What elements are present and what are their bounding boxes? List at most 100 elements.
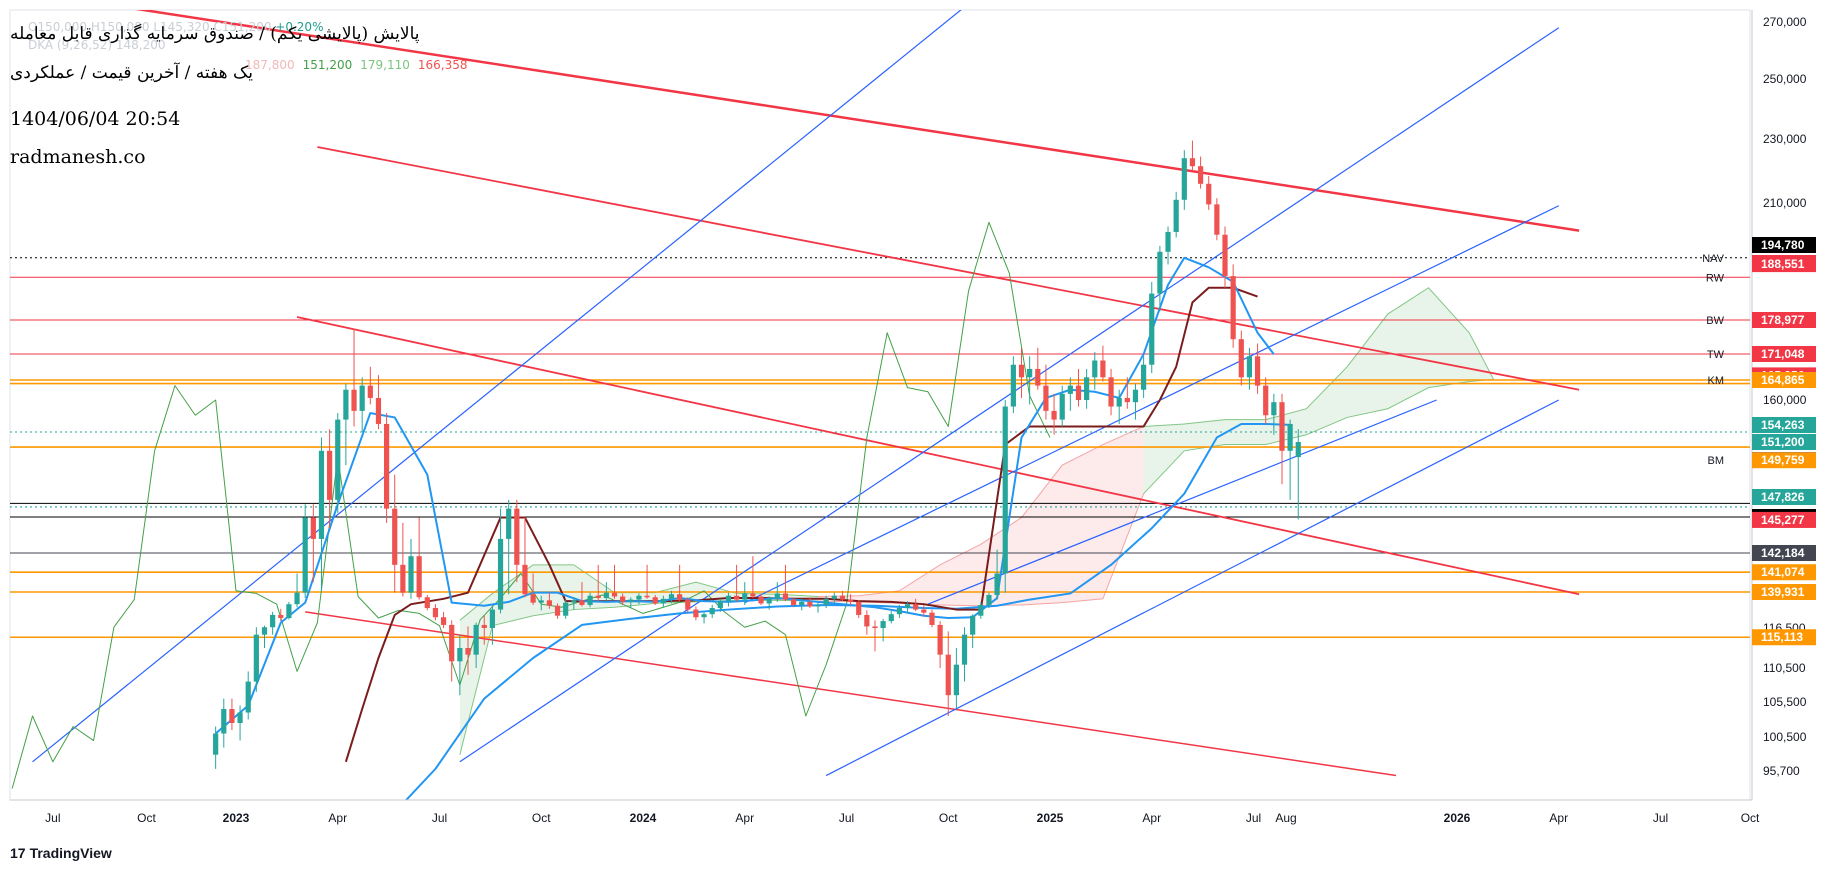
candle-body-94 — [970, 615, 976, 635]
candle-body-60 — [693, 609, 699, 618]
candle-body-78 — [839, 595, 846, 600]
candle-body-109 — [1092, 360, 1098, 378]
candle-body-91 — [945, 654, 951, 696]
x-tick-label-2: Oct — [137, 811, 156, 825]
cloud-1 — [459, 564, 819, 755]
candle-body-10 — [286, 604, 292, 619]
price-tag-label-18: 115,113 — [1761, 630, 1803, 644]
y-tick-label-4: 210,000 — [1763, 196, 1807, 210]
x-tick-label-7: 2024 — [630, 811, 657, 825]
candle-body-70 — [774, 593, 780, 599]
candle-body-84 — [888, 614, 894, 622]
candle-body-7 — [261, 627, 268, 635]
candle-body-19 — [359, 385, 365, 411]
level-label-bw: BW — [1706, 315, 1724, 327]
candle-body-118 — [1165, 231, 1171, 252]
x-tick-label-5: Jul — [432, 811, 447, 825]
candle-body-15 — [327, 450, 333, 500]
candle-body-61 — [701, 614, 707, 618]
candle-body-34 — [481, 624, 487, 628]
candle-body-4 — [237, 712, 243, 723]
cloud-2 — [818, 426, 1144, 606]
candle-body-75 — [815, 604, 821, 607]
indicator-legend: DKA (9,26,52) 148,200 — [28, 38, 166, 52]
price-tag-label-9: 151,200 — [1761, 435, 1805, 449]
trendline-red-1 — [135, 10, 1580, 232]
candle-body-124 — [1214, 204, 1220, 235]
candle-body-44 — [563, 602, 569, 616]
candle-body-107 — [1075, 385, 1082, 400]
candle-body-38 — [514, 508, 520, 565]
candle-body-114 — [1132, 389, 1139, 403]
tradingview-logo-text: TradingView — [29, 845, 112, 861]
price-tag-label-14: 145,277 — [1761, 513, 1805, 527]
trendline-blue-5 — [32, 10, 962, 763]
indicator-value-2: 151,200 — [302, 58, 353, 72]
candle-body-92 — [953, 664, 959, 696]
price-tag-4 — [1752, 312, 1816, 328]
ohlc-values: O150,000 H150,080 L145,320 C151,200 — [28, 20, 272, 34]
candle-body-13 — [310, 517, 316, 539]
price-tag-label-8: 154,263 — [1761, 418, 1805, 432]
candle-body-77 — [831, 595, 837, 599]
candle-body-17 — [343, 389, 349, 420]
x-tick-label-3: 2023 — [223, 811, 250, 825]
candle-body-59 — [685, 599, 691, 610]
candle-body-97 — [994, 573, 1000, 595]
price-tag-label-4: 178,977 — [1761, 313, 1805, 327]
candle-body-5 — [245, 681, 251, 713]
candle-body-69 — [766, 598, 772, 604]
candle-body-21 — [375, 397, 382, 424]
tradingview-logo[interactable]: 17 TradingView — [10, 845, 112, 861]
candle-body-105 — [1059, 393, 1065, 420]
candle-body-52 — [628, 599, 634, 602]
candle-body-88 — [921, 609, 927, 613]
candle-body-85 — [896, 608, 903, 615]
indicator-values: 187,800 151,200 179,110 166,358 — [245, 58, 476, 72]
candle-body-87 — [913, 604, 919, 610]
candle-body-120 — [1181, 158, 1187, 200]
candle-body-63 — [717, 601, 723, 609]
candle-body-12 — [302, 517, 308, 593]
candle-body-115 — [1141, 364, 1147, 390]
trendline-blue-8 — [927, 399, 1437, 605]
candle-body-125 — [1222, 234, 1228, 277]
level-label-bm: BM — [1708, 455, 1725, 467]
price-tag-17 — [1752, 584, 1816, 600]
candle-body-22 — [383, 423, 390, 509]
x-tick-label-10: Oct — [939, 811, 958, 825]
price-tag-9 — [1752, 434, 1816, 450]
candle-body-51 — [620, 596, 626, 602]
candle-body-67 — [750, 593, 756, 597]
chart-subtitle: یک هفته / آخرین قیمت / عملکردی — [10, 63, 253, 83]
candle-body-48 — [595, 595, 601, 599]
candle-body-11 — [294, 592, 300, 605]
candle-body-80 — [856, 601, 862, 615]
cloud-span-a-2 — [818, 426, 1144, 598]
candle-body-18 — [351, 389, 357, 411]
candle-body-76 — [823, 598, 829, 605]
candle-body-28 — [432, 608, 439, 618]
level-label-rw: RW — [1706, 272, 1725, 284]
candle-body-33 — [473, 624, 479, 655]
y-tick-label-7: 110,500 — [1763, 661, 1806, 675]
price-tag-3 — [1752, 256, 1816, 273]
candle-body-106 — [1067, 385, 1073, 394]
trendline-blue-6 — [459, 27, 1560, 763]
indicator-value-4: 166,358 — [417, 58, 468, 72]
level-label-nav: NAV — [1702, 253, 1724, 265]
candle-body-126 — [1230, 276, 1236, 340]
trendline-red-4 — [305, 611, 1397, 777]
price-tag-label-7: 164,865 — [1761, 373, 1805, 387]
y-tick-label-5: 160,000 — [1763, 393, 1807, 407]
price-tag-5 — [1752, 346, 1816, 362]
candle-body-82 — [872, 626, 878, 628]
x-tick-label-11: 2025 — [1037, 811, 1064, 825]
candle-body-68 — [758, 596, 764, 604]
candle-body-110 — [1100, 360, 1106, 378]
candle-body-93 — [961, 634, 968, 665]
candle-body-90 — [937, 624, 943, 655]
candle-body-25 — [408, 556, 414, 593]
